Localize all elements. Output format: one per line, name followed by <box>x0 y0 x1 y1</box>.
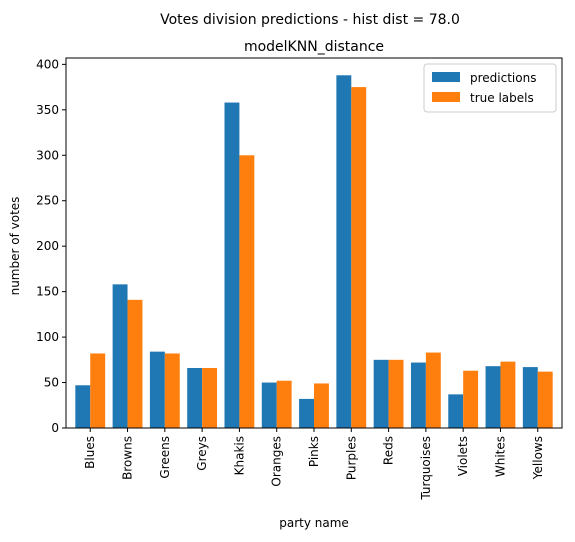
bar-predictions-whites <box>485 366 501 428</box>
x-tick-label: Reds <box>382 436 396 465</box>
y-tick-label: 300 <box>36 148 59 162</box>
y-axis-label: number of votes <box>8 197 22 296</box>
bar-predictions-violets <box>448 394 464 428</box>
bar-true-labels-violets <box>463 370 479 428</box>
x-tick-label: Browns <box>121 436 135 480</box>
y-tick-label: 150 <box>36 285 59 299</box>
bar-true-labels-greens <box>164 353 180 428</box>
chart-title: modelKNN_distance <box>244 39 384 55</box>
legend: predictions true labels <box>423 63 557 113</box>
x-axis-label: party name <box>279 516 349 530</box>
x-tick-label: Greens <box>158 436 172 479</box>
bar-true-labels-khakis <box>239 155 255 429</box>
bar-predictions-greys <box>187 368 203 428</box>
bar-true-labels-turquoises <box>425 352 441 428</box>
bar-predictions-pinks <box>299 398 314 428</box>
x-tick-label: Purples <box>344 436 358 480</box>
x-ticks-group: Blues Browns Greens Greys Khakis Oranges Pinks… <box>83 428 545 501</box>
bar-true-labels-yellows <box>537 371 553 428</box>
x-tick-label: Blues <box>83 436 97 469</box>
y-tick-label: 100 <box>36 330 59 344</box>
bar-predictions-khakis <box>224 102 240 428</box>
x-tick-label: Violets <box>456 436 470 476</box>
bar-true-labels-greys <box>202 368 218 428</box>
legend-label: true labels <box>470 91 534 105</box>
legend-swatch <box>432 72 460 82</box>
x-tick-label: Khakis <box>232 436 246 475</box>
x-tick-label: Yellows <box>531 436 545 480</box>
bar-true-labels-purples <box>351 87 367 428</box>
x-tick-label: Greys <box>195 436 209 471</box>
bar-predictions-yellows <box>522 367 538 428</box>
y-tick-label: 200 <box>36 239 59 253</box>
bars-group <box>75 75 553 429</box>
y-ticks-group: 0 50 100 150 200 250 300 350 400 <box>36 57 66 435</box>
legend-swatch <box>432 92 460 102</box>
bar-predictions-blues <box>75 385 91 428</box>
x-tick-label: Whites <box>493 436 507 477</box>
y-tick-label: 50 <box>44 376 59 390</box>
y-tick-label: 350 <box>36 103 59 117</box>
bar-predictions-purples <box>336 75 352 428</box>
x-tick-label: Oranges <box>270 436 284 487</box>
bar-predictions-greens <box>149 351 165 428</box>
bar-true-labels-oranges <box>276 380 292 428</box>
bar-true-labels-reds <box>388 359 404 428</box>
y-tick-label: 400 <box>36 57 59 71</box>
bar-true-labels-whites <box>500 361 516 428</box>
bar-predictions-oranges <box>261 382 277 428</box>
bar-predictions-reds <box>373 359 389 428</box>
axes-frame <box>65 57 563 429</box>
bar-predictions-turquoises <box>410 362 426 428</box>
x-tick-label: Pinks <box>307 436 321 467</box>
chart-suptitle: Votes division predictions - hist dist =… <box>160 12 460 28</box>
x-tick-label: Turquoises <box>419 436 433 501</box>
bar-true-labels-pinks <box>314 383 329 428</box>
bar-true-labels-browns <box>127 299 143 428</box>
bar-predictions-browns <box>112 284 128 428</box>
bar-true-labels-blues <box>90 353 106 428</box>
legend-label: predictions <box>470 71 536 85</box>
y-tick-label: 250 <box>36 194 59 208</box>
y-tick-label: 0 <box>51 421 59 435</box>
